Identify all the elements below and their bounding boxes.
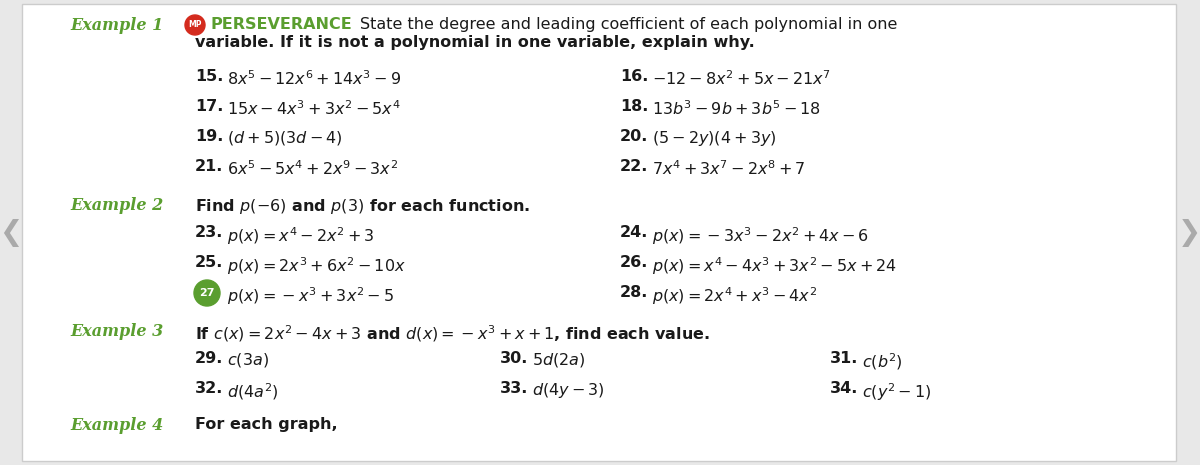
Text: 24.: 24.	[620, 225, 648, 240]
Text: 15.: 15.	[194, 69, 223, 84]
Text: 26.: 26.	[620, 255, 648, 270]
Text: 22.: 22.	[620, 159, 648, 174]
Text: $p(x) = x^4 - 2x^2 + 3$: $p(x) = x^4 - 2x^2 + 3$	[227, 225, 374, 247]
Text: 31.: 31.	[830, 351, 858, 366]
Text: 17.: 17.	[194, 99, 223, 114]
Text: 27: 27	[199, 288, 215, 298]
Text: MP: MP	[188, 20, 202, 29]
Text: 16.: 16.	[620, 69, 648, 84]
Text: $c(y^2 - 1)$: $c(y^2 - 1)$	[862, 381, 931, 403]
Text: 18.: 18.	[620, 99, 648, 114]
FancyBboxPatch shape	[22, 4, 1176, 461]
Text: 30.: 30.	[500, 351, 528, 366]
Text: Example 4: Example 4	[70, 417, 163, 434]
Text: $15x - 4x^3 + 3x^2 - 5x^4$: $15x - 4x^3 + 3x^2 - 5x^4$	[227, 99, 401, 118]
Text: $(d + 5)(3d - 4)$: $(d + 5)(3d - 4)$	[227, 129, 343, 147]
Text: $c(3a)$: $c(3a)$	[227, 351, 269, 369]
Text: For each graph,: For each graph,	[194, 417, 337, 432]
Text: $p(x) = -x^3 + 3x^2 - 5$: $p(x) = -x^3 + 3x^2 - 5$	[227, 285, 395, 307]
Text: $p(x) = x^4 - 4x^3 + 3x^2 - 5x + 24$: $p(x) = x^4 - 4x^3 + 3x^2 - 5x + 24$	[652, 255, 898, 277]
Text: $d(4y - 3)$: $d(4y - 3)$	[532, 381, 605, 400]
Text: $p(x) = -3x^3 - 2x^2 + 4x - 6$: $p(x) = -3x^3 - 2x^2 + 4x - 6$	[652, 225, 869, 247]
Text: $d(4a^2)$: $d(4a^2)$	[227, 381, 278, 402]
Text: $p(x) = 2x^3 + 6x^2 - 10x$: $p(x) = 2x^3 + 6x^2 - 10x$	[227, 255, 406, 277]
Text: 19.: 19.	[194, 129, 223, 144]
Text: Example 3: Example 3	[70, 323, 163, 340]
Text: If $c(x) = 2x^2 - 4x + 3$ and $d(x) = -x^3 + x + 1$, find each value.: If $c(x) = 2x^2 - 4x + 3$ and $d(x) = -x…	[194, 323, 710, 344]
Text: 21.: 21.	[194, 159, 223, 174]
Circle shape	[194, 280, 220, 306]
Text: $c(b^2)$: $c(b^2)$	[862, 351, 902, 372]
Text: $8x^5 - 12x^6 + 14x^3 - 9$: $8x^5 - 12x^6 + 14x^3 - 9$	[227, 69, 401, 88]
Text: State the degree and leading coefficient of each polynomial in one: State the degree and leading coefficient…	[360, 17, 898, 32]
Text: 33.: 33.	[500, 381, 528, 396]
Text: 28.: 28.	[620, 285, 648, 300]
Text: $p(x) = 2x^4 + x^3 - 4x^2$: $p(x) = 2x^4 + x^3 - 4x^2$	[652, 285, 817, 307]
Text: 32.: 32.	[194, 381, 223, 396]
Text: $6x^5 - 5x^4 + 2x^9 - 3x^2$: $6x^5 - 5x^4 + 2x^9 - 3x^2$	[227, 159, 398, 178]
Text: $(5 - 2y)(4 + 3y)$: $(5 - 2y)(4 + 3y)$	[652, 129, 776, 148]
Text: 29.: 29.	[194, 351, 223, 366]
Circle shape	[185, 15, 205, 35]
Text: PERSEVERANCE: PERSEVERANCE	[210, 17, 352, 32]
Text: Example 2: Example 2	[70, 197, 163, 214]
Text: $5d(2a)$: $5d(2a)$	[532, 351, 586, 369]
Text: Example 1: Example 1	[70, 17, 163, 34]
Text: $-12 - 8x^2 + 5x - 21x^7$: $-12 - 8x^2 + 5x - 21x^7$	[652, 69, 830, 88]
Text: 23.: 23.	[194, 225, 223, 240]
Text: Find $p(-6)$ and $p(3)$ for each function.: Find $p(-6)$ and $p(3)$ for each functio…	[194, 197, 530, 216]
Text: ❮: ❮	[0, 219, 23, 247]
Text: $7x^4 + 3x^7 - 2x^8 + 7$: $7x^4 + 3x^7 - 2x^8 + 7$	[652, 159, 805, 178]
Text: 25.: 25.	[194, 255, 223, 270]
Text: variable. If it is not a polynomial in one variable, explain why.: variable. If it is not a polynomial in o…	[194, 35, 755, 50]
Text: 20.: 20.	[620, 129, 648, 144]
Text: ❯: ❯	[1177, 219, 1200, 247]
Text: $13b^3 - 9b + 3b^5 - 18$: $13b^3 - 9b + 3b^5 - 18$	[652, 99, 821, 118]
Text: 34.: 34.	[830, 381, 858, 396]
